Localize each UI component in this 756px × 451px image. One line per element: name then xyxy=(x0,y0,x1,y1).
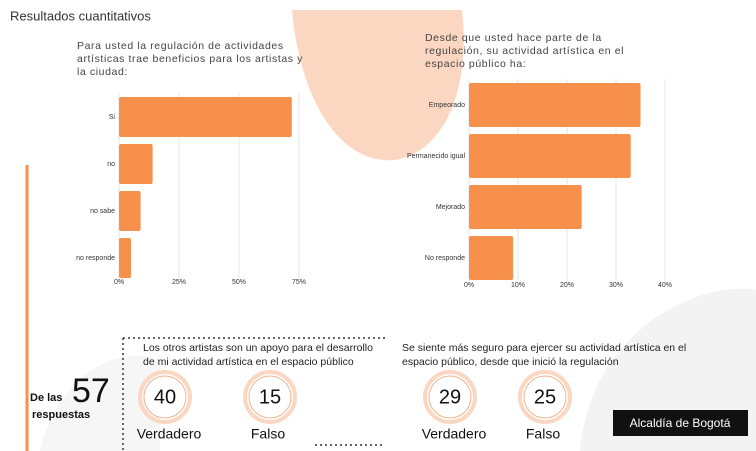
count-label: Verdadero xyxy=(422,426,487,442)
count-label: Falso xyxy=(251,426,285,442)
chart-title: Para usted la regulación de actividades … xyxy=(77,40,304,78)
x-tick-label: 50% xyxy=(232,279,246,286)
y-tick-label: Mejorado xyxy=(436,204,465,211)
logo-box xyxy=(613,410,748,436)
x-tick-label: 30% xyxy=(609,282,623,289)
count-ring xyxy=(423,370,477,424)
count: 40 xyxy=(154,386,176,408)
x-tick-label: 20% xyxy=(560,282,574,289)
count-ring xyxy=(138,370,192,424)
y-tick-label: no responde xyxy=(76,255,115,262)
count-circle xyxy=(428,375,472,419)
x-tick-label: 25% xyxy=(172,279,186,286)
y-tick-label: Empeorado xyxy=(429,102,465,109)
count-circle xyxy=(523,375,567,419)
y-tick-label: Permanecido igual xyxy=(407,153,465,160)
y-tick-label: Si xyxy=(109,114,116,121)
bar xyxy=(119,144,153,184)
count: 29 xyxy=(439,386,461,408)
bar xyxy=(469,236,514,280)
count-label: Verdadero xyxy=(137,426,202,442)
bar xyxy=(469,134,631,178)
logo: Alcaldía de Bogotá xyxy=(630,416,731,430)
bar xyxy=(469,83,641,127)
bar xyxy=(119,238,131,278)
x-tick-label: 0% xyxy=(464,282,474,289)
count-label: Falso xyxy=(526,426,560,442)
y-tick-label: no sabe xyxy=(90,208,115,215)
question: Los otros artistas son un apoyo para el … xyxy=(143,342,373,368)
x-tick-label: 10% xyxy=(511,282,525,289)
x-tick-label: 75% xyxy=(292,279,306,286)
x-tick-label: 40% xyxy=(658,282,672,289)
count: 25 xyxy=(534,386,556,408)
count-ring xyxy=(518,370,572,424)
chart-title: Desde que usted hace parte de la regulac… xyxy=(425,32,625,70)
bar xyxy=(119,191,141,231)
bar xyxy=(469,185,582,229)
count: 15 xyxy=(259,386,281,408)
y-tick-label: no xyxy=(107,161,115,168)
question: Se siente más seguro para ejercer su act… xyxy=(402,342,687,368)
summary-prefix: De las xyxy=(30,392,62,404)
y-tick-label: No responde xyxy=(425,255,465,262)
decor-blob xyxy=(40,355,160,451)
page-title: Resultados cuantitativos xyxy=(10,8,151,23)
count-circle xyxy=(143,375,187,419)
bar xyxy=(119,97,292,137)
x-tick-label: 0% xyxy=(114,279,124,286)
summary-suffix: respuestas xyxy=(32,409,90,421)
decor-blob xyxy=(292,10,464,161)
count-ring xyxy=(243,370,297,424)
summary-total: 57 xyxy=(72,372,110,410)
count-circle xyxy=(248,375,292,419)
